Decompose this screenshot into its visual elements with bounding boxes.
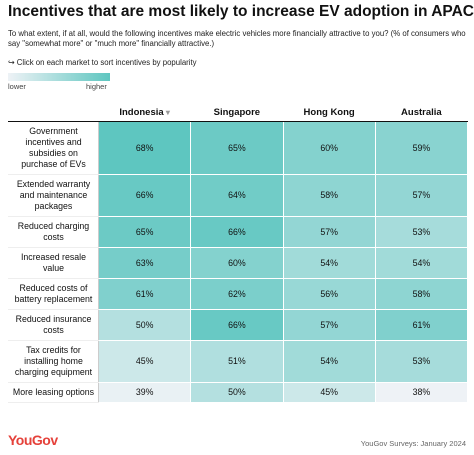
heat-cell: 59% <box>374 121 469 175</box>
value-label: 66% <box>228 319 246 330</box>
heat-cell: 65% <box>97 216 192 248</box>
row: Reduced insurance costs 50% 66% 57% 61% <box>8 309 469 341</box>
heat-cell: 38% <box>374 382 469 403</box>
value-label: 58% <box>320 190 338 200</box>
value-label: 58% <box>412 288 431 299</box>
value-label: 60% <box>320 142 338 153</box>
value-label: 54% <box>320 356 338 366</box>
value-label: 45% <box>320 387 338 397</box>
heat-cell: 66% <box>190 309 284 341</box>
value-label: 45% <box>135 356 154 366</box>
value-label: 57% <box>320 226 338 237</box>
column-header[interactable]: Australia <box>375 103 468 122</box>
color-bar <box>8 73 110 81</box>
heat-cell: 54% <box>282 247 376 279</box>
column-header[interactable]: Hong Kong <box>283 103 376 122</box>
title: Incentives that are most likely to incre… <box>8 3 474 20</box>
legend-label: higher <box>86 82 107 91</box>
heat-cell: 68% <box>97 121 192 175</box>
heat-cell: 60% <box>282 121 376 175</box>
row: Extended warranty and maintenance packag… <box>8 174 469 217</box>
heat-cell: 51% <box>190 340 284 383</box>
heat-cell: 65% <box>190 121 284 175</box>
heat-cell: 61% <box>374 309 469 341</box>
row: Reduced costs of battery replacement 61% 6… <box>8 278 469 310</box>
value-label: 59% <box>412 142 431 153</box>
heat-cell: 57% <box>374 174 469 217</box>
row: More leasing options 39% 50% 45% 38% <box>8 382 469 403</box>
value-label: 54% <box>320 257 338 268</box>
row-label: More leasing options <box>8 382 99 403</box>
row-label: Government incentives and subsidies on p… <box>8 121 99 175</box>
corner <box>8 103 99 122</box>
value-label: 61% <box>412 319 431 330</box>
heat-cell: 45% <box>282 382 376 403</box>
row: Reduced charging costs 65% 66% 57% 53% <box>8 216 469 248</box>
value-label: 39% <box>135 387 154 397</box>
value-label: 65% <box>135 226 154 237</box>
value-label: 65% <box>228 142 246 153</box>
heat-cell: 50% <box>190 382 284 403</box>
row-label: Reduced costs of battery replacement <box>8 278 99 310</box>
row: Increased resale value 63% 60% 54% 54% <box>8 247 469 279</box>
logo: YouGov <box>8 432 58 448</box>
value-label: 68% <box>135 142 154 153</box>
heat-cell: 45% <box>97 340 192 383</box>
column-header[interactable]: Indonesia <box>98 103 191 122</box>
value-label: 57% <box>412 190 431 200</box>
value-label: 50% <box>135 319 154 330</box>
column-header[interactable]: Singapore <box>190 103 283 122</box>
value-label: 53% <box>412 226 431 237</box>
heat-cell: 58% <box>374 278 469 310</box>
value-label: 56% <box>320 288 338 299</box>
heat-cell: 53% <box>374 340 469 383</box>
subtitle: To what extent, if at all, would the fol… <box>8 29 466 48</box>
row-label: Increased resale value <box>8 247 99 279</box>
heat-cell: 56% <box>282 278 376 310</box>
row: Tax credits for installing home charging… <box>8 340 469 383</box>
heat-cell: 66% <box>97 174 192 217</box>
heat-cell: 64% <box>190 174 284 217</box>
value-label: 50% <box>228 387 246 397</box>
value-label: 61% <box>135 288 154 299</box>
heat-cell: 54% <box>282 340 376 383</box>
heat-cell: 66% <box>190 216 284 248</box>
value-label: 64% <box>228 190 246 200</box>
heat-cell: 62% <box>190 278 284 310</box>
row-label: Extended warranty and maintenance packag… <box>8 174 99 217</box>
row-label: Tax credits for installing home charging… <box>8 340 99 383</box>
value-label: 66% <box>135 190 154 200</box>
value-label: 38% <box>412 387 431 397</box>
heat-cell: 57% <box>282 309 376 341</box>
row: Government incentives and subsidies on p… <box>8 121 469 175</box>
row-label: Reduced charging costs <box>8 216 99 248</box>
heat-cell: 39% <box>97 382 192 403</box>
value-label: 63% <box>135 257 154 268</box>
heat-cell: 63% <box>97 247 192 279</box>
heat-cell: 60% <box>190 247 284 279</box>
heat-cell: 58% <box>282 174 376 217</box>
value-label: 54% <box>412 257 431 268</box>
row-label: Reduced insurance costs <box>8 309 99 341</box>
heat-cell: 61% <box>97 278 192 310</box>
note: Click on each market to sort incentives … <box>8 58 197 67</box>
heat-cell: 57% <box>282 216 376 248</box>
legend-label: lower <box>8 82 26 91</box>
value-label: 53% <box>412 356 431 366</box>
value-label: 57% <box>320 319 338 330</box>
source: YouGov Surveys: January 2024 <box>360 439 466 448</box>
heat-cell: 50% <box>97 309 192 341</box>
value-label: 66% <box>228 226 246 237</box>
heat-cell: 54% <box>374 247 469 279</box>
value-label: 60% <box>228 257 246 268</box>
value-label: 62% <box>228 288 246 299</box>
heat-cell: 53% <box>374 216 469 248</box>
value-label: 51% <box>228 356 246 366</box>
